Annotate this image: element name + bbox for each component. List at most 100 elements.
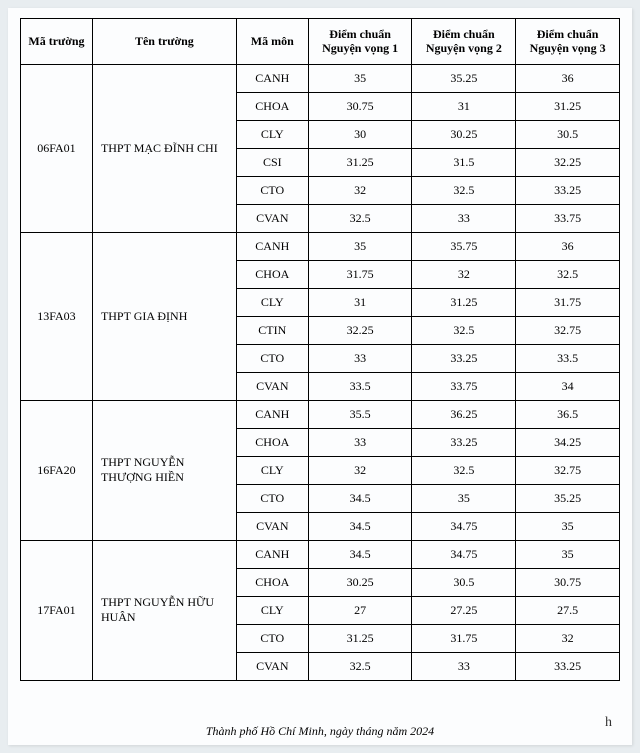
- cell-ma-mon: CVAN: [236, 512, 308, 540]
- cell-nv3: 34: [516, 372, 620, 400]
- cell-nv1: 32: [308, 456, 412, 484]
- cell-nv1: 33: [308, 344, 412, 372]
- cell-nv2: 35.25: [412, 64, 516, 92]
- cell-ma-mon: CLY: [236, 288, 308, 316]
- cell-ma-mon: CTO: [236, 484, 308, 512]
- cell-nv2: 31.75: [412, 624, 516, 652]
- cell-nv1: 31.25: [308, 148, 412, 176]
- cell-nv3: 34.25: [516, 428, 620, 456]
- cell-nv2: 32.5: [412, 176, 516, 204]
- header-ma-mon: Mã môn: [236, 19, 308, 65]
- cell-nv1: 31.25: [308, 624, 412, 652]
- cell-nv1: 31.75: [308, 260, 412, 288]
- cell-nv2: 30.5: [412, 568, 516, 596]
- header-ten-truong: Tên trường: [92, 19, 236, 65]
- scores-table: Mã trường Tên trường Mã môn Điểm chuẩn N…: [20, 18, 620, 681]
- cell-nv2: 34.75: [412, 512, 516, 540]
- cell-nv3: 36: [516, 64, 620, 92]
- cell-nv3: 33.75: [516, 204, 620, 232]
- cell-ma-truong: 17FA01: [21, 540, 93, 680]
- cell-nv3: 27.5: [516, 596, 620, 624]
- cell-ma-mon: CSI: [236, 148, 308, 176]
- cell-nv3: 31.25: [516, 92, 620, 120]
- cell-nv2: 27.25: [412, 596, 516, 624]
- cell-ma-truong: 16FA20: [21, 400, 93, 540]
- cell-nv3: 30.75: [516, 568, 620, 596]
- cell-nv2: 31: [412, 92, 516, 120]
- cell-nv1: 34.5: [308, 540, 412, 568]
- cell-nv3: 32.25: [516, 148, 620, 176]
- cell-ma-mon: CVAN: [236, 204, 308, 232]
- cell-nv2: 33: [412, 204, 516, 232]
- cell-ma-truong: 13FA03: [21, 232, 93, 400]
- cell-nv1: 33: [308, 428, 412, 456]
- cell-nv2: 33.75: [412, 372, 516, 400]
- cell-ma-mon: CHOA: [236, 92, 308, 120]
- cell-ten-truong: THPT NGUYỄN THƯỢNG HIỀN: [92, 400, 236, 540]
- header-nv1: Điểm chuẩn Nguyện vọng 1: [308, 19, 412, 65]
- cell-ma-mon: CANH: [236, 232, 308, 260]
- cell-nv3: 36.5: [516, 400, 620, 428]
- cell-nv1: 32.5: [308, 652, 412, 680]
- table-row: 13FA03THPT GIA ĐỊNHCANH3535.7536: [21, 232, 620, 260]
- cell-nv1: 33.5: [308, 372, 412, 400]
- document-page: Mã trường Tên trường Mã môn Điểm chuẩn N…: [8, 8, 632, 745]
- cell-nv1: 30.75: [308, 92, 412, 120]
- table-row: 17FA01THPT NGUYỄN HỮU HUÂNCANH34.534.753…: [21, 540, 620, 568]
- cell-nv1: 32.25: [308, 316, 412, 344]
- cell-nv2: 33: [412, 652, 516, 680]
- cell-ma-mon: CVAN: [236, 372, 308, 400]
- cell-nv3: 33.5: [516, 344, 620, 372]
- cell-ma-mon: CLY: [236, 120, 308, 148]
- cell-ma-mon: CHOA: [236, 260, 308, 288]
- cell-ma-mon: CHOA: [236, 428, 308, 456]
- cell-nv2: 33.25: [412, 344, 516, 372]
- cell-nv3: 35: [516, 512, 620, 540]
- cell-nv3: 33.25: [516, 176, 620, 204]
- cell-nv2: 32: [412, 260, 516, 288]
- cell-ma-mon: CTO: [236, 624, 308, 652]
- cell-nv2: 32.5: [412, 316, 516, 344]
- cell-nv2: 33.25: [412, 428, 516, 456]
- cell-nv1: 30.25: [308, 568, 412, 596]
- cell-ma-truong: 06FA01: [21, 64, 93, 232]
- cell-nv3: 33.25: [516, 652, 620, 680]
- cell-nv1: 27: [308, 596, 412, 624]
- cell-ten-truong: THPT MẠC ĐĨNH CHI: [92, 64, 236, 232]
- cell-nv2: 35.75: [412, 232, 516, 260]
- cell-nv1: 34.5: [308, 512, 412, 540]
- header-nv3: Điểm chuẩn Nguyện vọng 3: [516, 19, 620, 65]
- header-ma-truong: Mã trường: [21, 19, 93, 65]
- cell-nv1: 32.5: [308, 204, 412, 232]
- cell-nv1: 35.5: [308, 400, 412, 428]
- cell-ma-mon: CHOA: [236, 568, 308, 596]
- cell-ma-mon: CTIN: [236, 316, 308, 344]
- cell-ma-mon: CTO: [236, 344, 308, 372]
- cell-nv1: 35: [308, 64, 412, 92]
- cell-nv3: 32.75: [516, 456, 620, 484]
- cell-nv3: 32.75: [516, 316, 620, 344]
- cell-nv2: 32.5: [412, 456, 516, 484]
- cell-ten-truong: THPT GIA ĐỊNH: [92, 232, 236, 400]
- cell-nv3: 31.75: [516, 288, 620, 316]
- cell-ma-mon: CLY: [236, 456, 308, 484]
- header-nv2: Điểm chuẩn Nguyện vọng 2: [412, 19, 516, 65]
- cell-ma-mon: CANH: [236, 64, 308, 92]
- cell-ma-mon: CTO: [236, 176, 308, 204]
- cell-ten-truong: THPT NGUYỄN HỮU HUÂN: [92, 540, 236, 680]
- cell-nv3: 35.25: [516, 484, 620, 512]
- cell-nv3: 30.5: [516, 120, 620, 148]
- cell-nv2: 36.25: [412, 400, 516, 428]
- table-row: 06FA01THPT MẠC ĐĨNH CHICANH3535.2536: [21, 64, 620, 92]
- cell-ma-mon: CVAN: [236, 652, 308, 680]
- table-header-row: Mã trường Tên trường Mã môn Điểm chuẩn N…: [21, 19, 620, 65]
- cell-ma-mon: CANH: [236, 400, 308, 428]
- cell-nv1: 35: [308, 232, 412, 260]
- cell-ma-mon: CANH: [236, 540, 308, 568]
- cell-nv3: 32.5: [516, 260, 620, 288]
- footer-text: Thành phố Hồ Chí Minh, ngày tháng năm 20…: [8, 724, 632, 739]
- cell-nv2: 31.25: [412, 288, 516, 316]
- cell-nv3: 32: [516, 624, 620, 652]
- cell-nv1: 30: [308, 120, 412, 148]
- cell-nv3: 35: [516, 540, 620, 568]
